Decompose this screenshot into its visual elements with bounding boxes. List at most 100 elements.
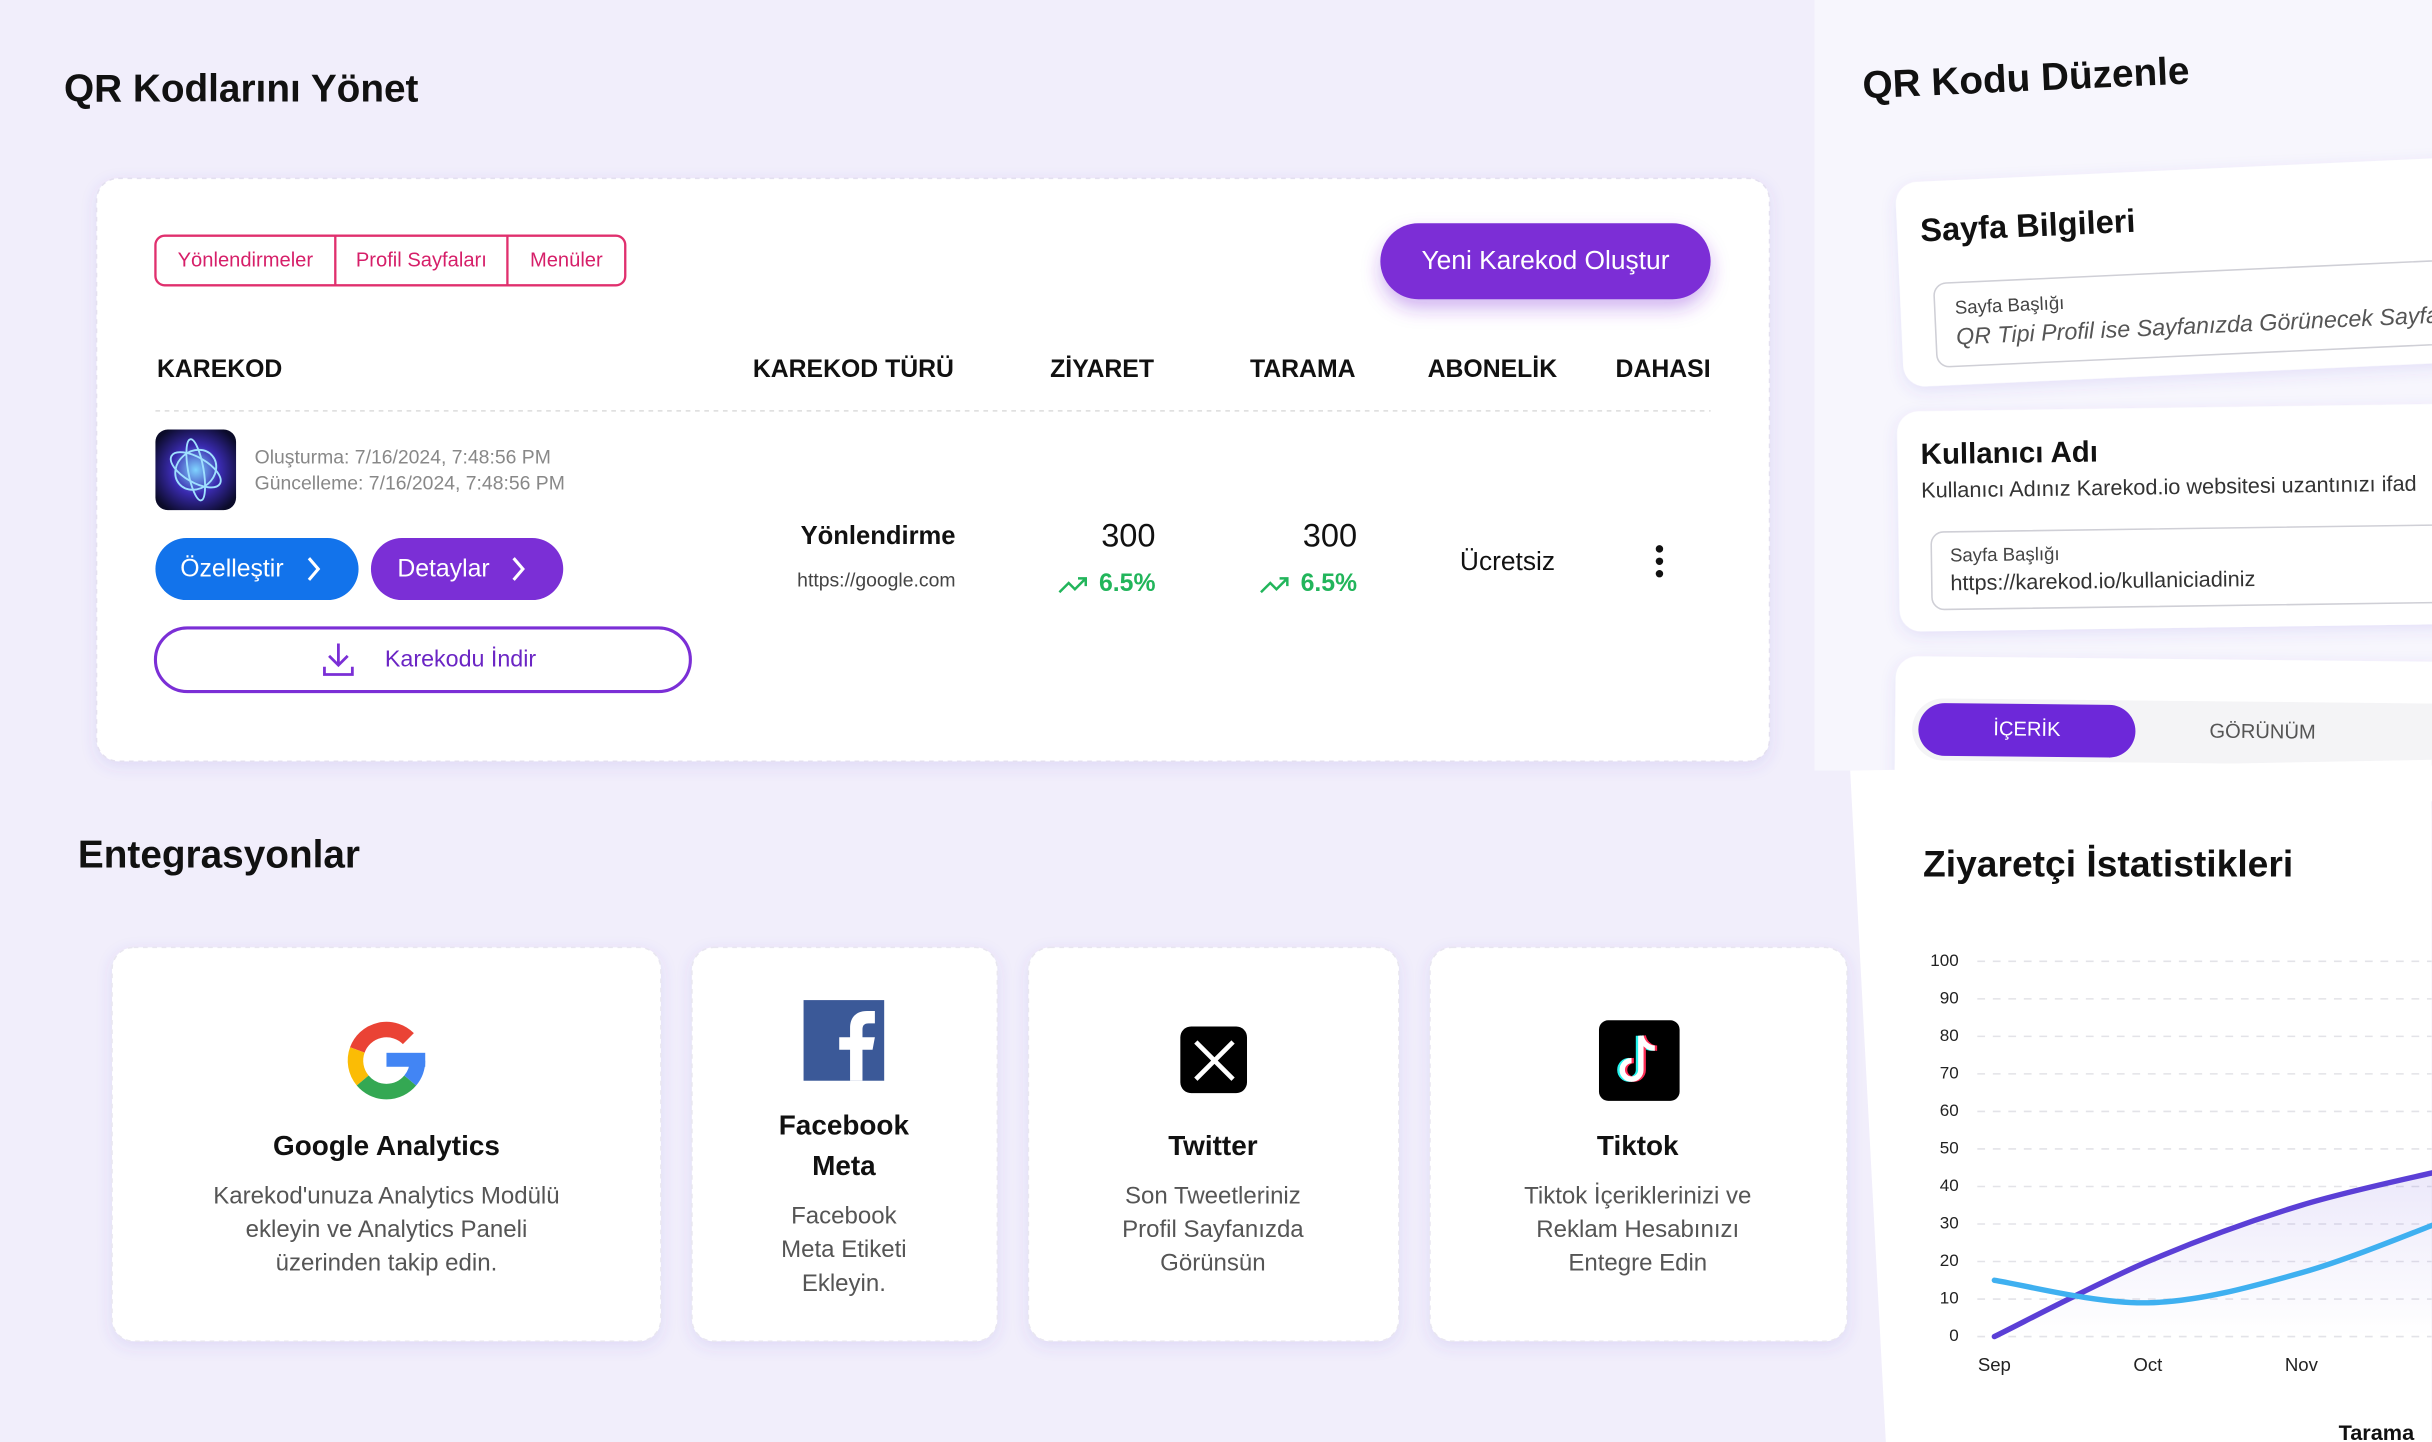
- editor-panel: [1814, 0, 2432, 771]
- trend-icon: [1058, 577, 1087, 594]
- integration-title: Google Analytics: [273, 1130, 500, 1161]
- tab-active[interactable]: [1918, 703, 2136, 758]
- column-header: ZİYARET: [1050, 356, 1154, 383]
- twitter-icon: [1194, 1040, 1235, 1081]
- chevron-icon: [512, 557, 525, 581]
- y-tick-label: 60: [1940, 1101, 1959, 1120]
- column-header: TARAMA: [1250, 356, 1356, 383]
- input-field: [1933, 256, 2432, 368]
- section-title: Entegrasyonlar: [78, 834, 360, 877]
- trend-icon: [1260, 577, 1289, 594]
- integration-description: ekleyin ve Analytics Paneli: [246, 1216, 528, 1243]
- integration-description: Son Tweetleriniz: [1125, 1182, 1301, 1209]
- tiktok-icon: [1619, 1035, 1656, 1082]
- chevron-icon: [307, 557, 321, 581]
- google-icon: [347, 1047, 369, 1086]
- x-tick-label: Sep: [1978, 1354, 2011, 1375]
- tab[interactable]: Menüler: [530, 250, 603, 272]
- integration-title: Twitter: [1168, 1130, 1257, 1161]
- google-icon: [350, 1021, 414, 1054]
- tab[interactable]: Profil Sayfaları: [356, 250, 487, 272]
- more-dot[interactable]: [1655, 557, 1664, 566]
- integration-card[interactable]: [1027, 946, 1400, 1342]
- integration-description: Tiktok İçeriklerinizi ve: [1524, 1182, 1751, 1209]
- download-icon: [323, 643, 354, 676]
- tab[interactable]: Yönlendirmeler: [178, 250, 314, 272]
- scans-count: 300: [1303, 518, 1357, 554]
- integration-description: üzerinden takip edin.: [276, 1250, 498, 1277]
- y-tick-label: 20: [1940, 1251, 1959, 1270]
- y-tick-label: 30: [1940, 1213, 1959, 1232]
- visits-count: 300: [1101, 518, 1155, 554]
- integration-description: Reklam Hesabınızı: [1536, 1216, 1739, 1243]
- qr-thumbnail-swirl: [185, 438, 207, 502]
- details-button[interactable]: [370, 538, 564, 601]
- visits-change: 6.5%: [1099, 570, 1156, 597]
- line-series: [1991, 1222, 2432, 1306]
- integration-description: Meta Etiketi: [781, 1236, 906, 1263]
- y-tick-label: 10: [1940, 1289, 1959, 1308]
- integration-description: Karekod'unuza Analytics Modülü: [213, 1182, 559, 1209]
- more-dot[interactable]: [1655, 545, 1664, 553]
- customize-button[interactable]: [155, 538, 359, 601]
- create-button[interactable]: [1380, 223, 1711, 300]
- download-button[interactable]: [153, 626, 692, 694]
- integration-description: Profil Sayfanızda: [1122, 1216, 1304, 1243]
- area-fill: [1994, 1172, 2432, 1337]
- y-tick-label: 100: [1930, 951, 1958, 970]
- qr-type: Yönlendirme: [801, 522, 956, 550]
- card-title: Kullanıcı Adı: [1920, 436, 2098, 471]
- column-header: DAHASI: [1616, 356, 1711, 383]
- updated-date: Güncelleme: 7/16/2024, 7:48:56 PM: [255, 473, 565, 495]
- create-button-label: Yeni Karekod Oluştur: [1421, 245, 1669, 275]
- input-value: https://karekod.io/kullaniciadiniz: [1950, 566, 2255, 595]
- more-dot[interactable]: [1655, 569, 1664, 578]
- y-tick-label: 90: [1940, 988, 1959, 1007]
- integration-description: Ekleyin.: [802, 1270, 886, 1297]
- tab[interactable]: İÇERİK: [1993, 717, 2061, 741]
- page-title: QR Kodlarını Yönet: [64, 68, 419, 111]
- y-tick-label: 80: [1940, 1026, 1959, 1045]
- scans-change: 6.5%: [1301, 570, 1358, 597]
- tab[interactable]: GÖRÜNÜM: [2209, 721, 2316, 744]
- integration-description: Entegre Edin: [1568, 1250, 1707, 1277]
- x-tick-label: Nov: [2285, 1354, 2319, 1375]
- column-header: KAREKOD: [157, 356, 282, 383]
- integration-card[interactable]: [691, 946, 999, 1342]
- integration-description: Facebook: [791, 1203, 897, 1230]
- google-icon: [386, 1052, 426, 1067]
- qr-url: https://google.com: [797, 570, 955, 592]
- integration-title: Tiktok: [1597, 1130, 1679, 1161]
- y-tick-label: 40: [1940, 1176, 1959, 1195]
- y-tick-label: 70: [1940, 1063, 1959, 1082]
- line-series: [1991, 1170, 2432, 1340]
- y-tick-label: 50: [1940, 1138, 1959, 1157]
- qr-card: [95, 177, 1771, 763]
- column-header: KAREKOD TÜRÜ: [753, 356, 954, 383]
- input-field: [1930, 523, 2432, 611]
- input-label: Sayfa Başlığı: [1950, 543, 2060, 566]
- integration-title: Meta: [812, 1150, 876, 1181]
- integration-card[interactable]: [111, 946, 662, 1342]
- chart-title: Ziyaretçi İstatistikleri: [1923, 843, 2293, 885]
- integration-description: Görünsün: [1160, 1250, 1265, 1277]
- column-header: ABONELİK: [1428, 356, 1558, 383]
- google-icon: [356, 1075, 417, 1100]
- customize-label: Özelleştir: [180, 555, 283, 582]
- subscription: Ücretsiz: [1460, 546, 1555, 576]
- qr-thumbnail: [155, 429, 237, 511]
- x-tick-label: Oct: [2133, 1354, 2163, 1375]
- legend-label: Tarama: [2339, 1420, 2415, 1442]
- created-date: Oluşturma: 7/16/2024, 7:48:56 PM: [255, 446, 551, 468]
- details-label: Detaylar: [397, 555, 489, 582]
- input-label: Sayfa Başlığı: [1954, 292, 2064, 318]
- y-tick-label: 0: [1949, 1326, 1958, 1345]
- qr-thumbnail-swirl: [174, 448, 218, 491]
- facebook-icon: [839, 1010, 875, 1081]
- integration-card[interactable]: [1429, 946, 1848, 1342]
- integration-title: Facebook: [779, 1110, 910, 1141]
- download-label: Karekodu İndir: [385, 646, 536, 672]
